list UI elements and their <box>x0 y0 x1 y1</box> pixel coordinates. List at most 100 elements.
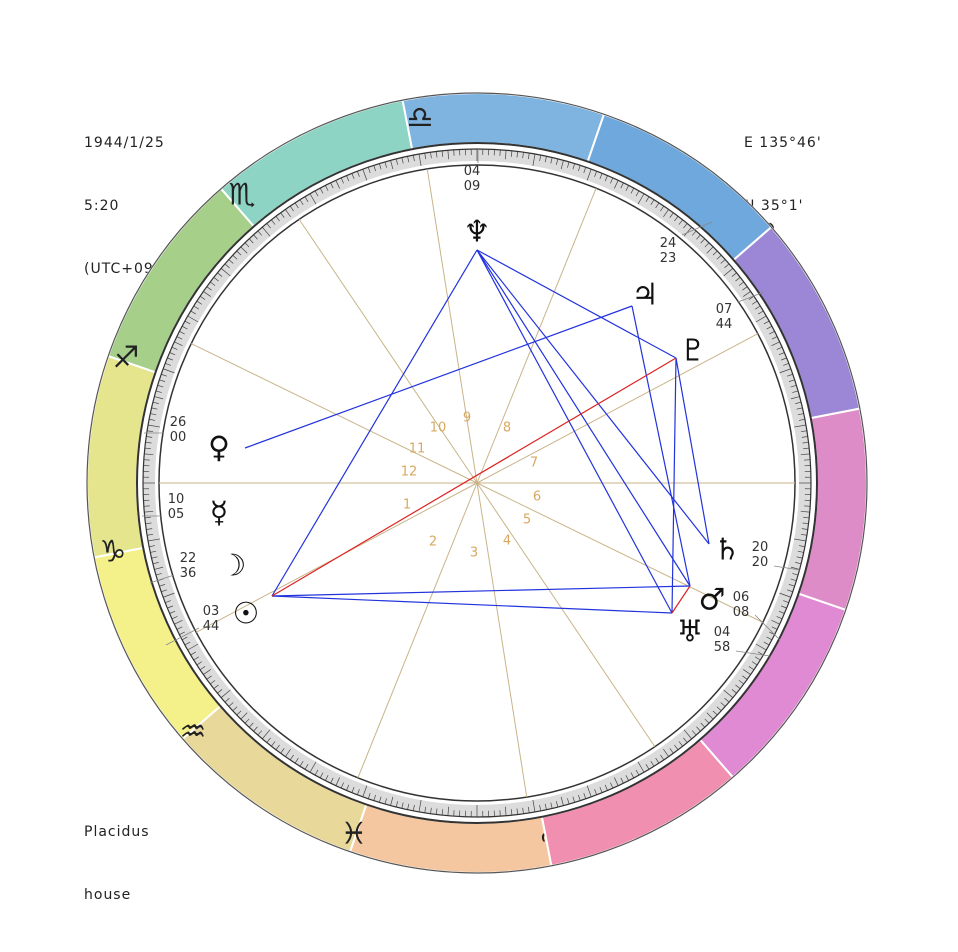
degree-tick <box>751 661 758 666</box>
degree-tick <box>544 803 547 810</box>
degree-tick <box>578 165 581 172</box>
degree-tick <box>407 803 410 810</box>
degree-tick <box>395 158 398 165</box>
degree-tick <box>691 730 697 736</box>
degree-tick <box>790 396 800 400</box>
degree-tick <box>151 556 158 559</box>
degree-tick <box>224 263 230 269</box>
degree-tick <box>248 238 254 244</box>
degree-tick <box>167 605 174 609</box>
degree-tick <box>210 680 216 685</box>
degree-tick <box>516 808 519 815</box>
degree-tick <box>244 718 250 724</box>
degree-tick <box>441 150 444 157</box>
cusp-label-degree: 20 <box>752 540 769 555</box>
degree-tick <box>190 651 197 656</box>
degree-tick <box>362 169 368 181</box>
degree-tick <box>594 789 598 795</box>
degree-tick <box>236 250 242 256</box>
degree-tick <box>220 689 231 698</box>
cusp-label-minute: 44 <box>203 619 220 634</box>
degree-tick <box>550 802 553 809</box>
degree-tick <box>604 784 608 791</box>
degree-tick <box>794 424 806 428</box>
cusp-label-degree: 06 <box>733 590 750 605</box>
degree-tick <box>199 295 206 300</box>
degree-tick <box>723 689 734 698</box>
house-system: Placidus house <box>84 780 150 927</box>
degree-tick <box>539 155 542 162</box>
cusp-label-minute: 44 <box>716 317 733 332</box>
degree-tick <box>412 804 415 811</box>
degree-tick <box>724 697 730 703</box>
degree-tick <box>147 533 154 536</box>
degree-tick <box>367 793 371 799</box>
degree-tick <box>240 712 248 720</box>
degree-tick <box>801 528 808 530</box>
cusp-label-degree: 26 <box>170 415 187 430</box>
degree-tick <box>169 352 176 356</box>
degree-tick <box>289 205 294 212</box>
degree-tick <box>586 785 592 797</box>
house-number-7: 7 <box>530 456 538 471</box>
degree-tick <box>325 185 329 191</box>
degree-tick <box>424 153 427 160</box>
cusp-label-degree: 10 <box>168 492 185 507</box>
cusp-label-leader <box>754 614 781 641</box>
degree-tick <box>748 666 755 671</box>
degree-tick <box>167 357 174 361</box>
degree-tick <box>146 436 153 438</box>
degree-tick <box>510 150 513 157</box>
house-number-2: 2 <box>429 535 437 550</box>
location-info: E 135°46' N 35°1' <box>744 91 822 238</box>
degree-tick <box>578 794 581 801</box>
degree-tick <box>801 436 808 438</box>
degree-tick <box>155 573 162 576</box>
house-number-5: 5 <box>523 513 531 528</box>
degree-tick <box>599 786 603 793</box>
cusp-label-minute: 20 <box>752 555 769 570</box>
house-cusp-line-9 <box>476 187 597 484</box>
degree-tick <box>769 331 775 335</box>
degree-tick <box>539 804 542 811</box>
degree-tick <box>778 352 785 356</box>
degree-tick <box>210 281 216 286</box>
degree-tick <box>683 226 692 237</box>
degree-tick <box>678 741 683 747</box>
zodiac-outer-circle <box>86 92 868 874</box>
degree-tick <box>724 263 730 269</box>
degree-tick <box>356 171 360 177</box>
aspect-lines <box>244 249 710 614</box>
degree-tick <box>206 286 212 291</box>
zodiac-ring: ♈♉♊♋♌♍♎♏♐♑♒♓ <box>86 92 868 874</box>
degree-tick <box>567 798 570 805</box>
degree-tick <box>325 775 329 781</box>
degree-tick <box>319 772 324 779</box>
degree-tick <box>330 777 334 784</box>
degree-tick <box>738 680 744 685</box>
degree-tick <box>163 592 175 598</box>
aspect-line-uranus-mars <box>671 585 691 614</box>
degree-tick <box>560 160 564 170</box>
degree-tick <box>147 430 154 433</box>
house-cusp-line-10 <box>426 168 478 484</box>
degree-tick <box>655 757 660 764</box>
degree-tick <box>154 566 164 570</box>
degree-tick <box>196 661 203 666</box>
degree-tick <box>163 368 175 374</box>
planet-pluto-icon: ♇ <box>680 334 707 369</box>
degree-tick <box>314 190 319 197</box>
degree-tick <box>199 666 206 671</box>
degree-tick <box>738 281 744 286</box>
degree-tick <box>757 310 764 315</box>
degree-tick <box>161 589 167 593</box>
degree-tick <box>798 545 805 548</box>
degree-tick <box>441 809 444 816</box>
degree-tick <box>645 196 650 203</box>
degree-tick <box>706 712 714 720</box>
degree-tick <box>144 510 154 513</box>
house-system-line1: Placidus <box>84 824 150 840</box>
house-number-9: 9 <box>463 411 471 426</box>
degree-tick <box>346 784 350 791</box>
degree-tick <box>650 760 655 767</box>
